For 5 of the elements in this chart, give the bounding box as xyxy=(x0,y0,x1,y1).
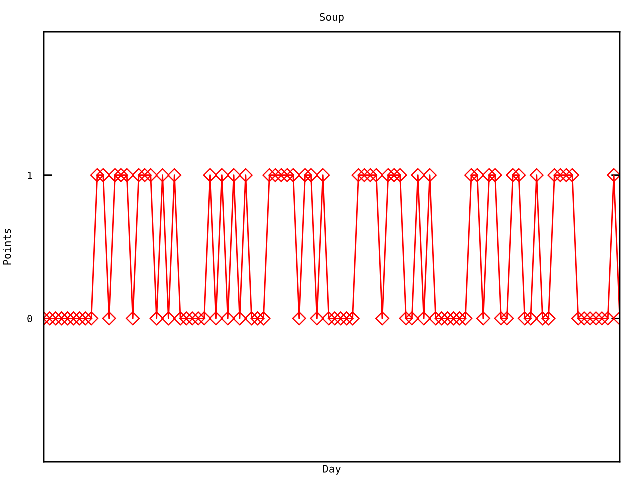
x-axis-title: Day xyxy=(323,465,341,475)
y-axis-title: Points xyxy=(3,229,12,265)
y-tick-label: 0 xyxy=(28,315,32,323)
y-tick-label: 1 xyxy=(28,172,32,180)
chart-title: Soup xyxy=(320,13,344,24)
